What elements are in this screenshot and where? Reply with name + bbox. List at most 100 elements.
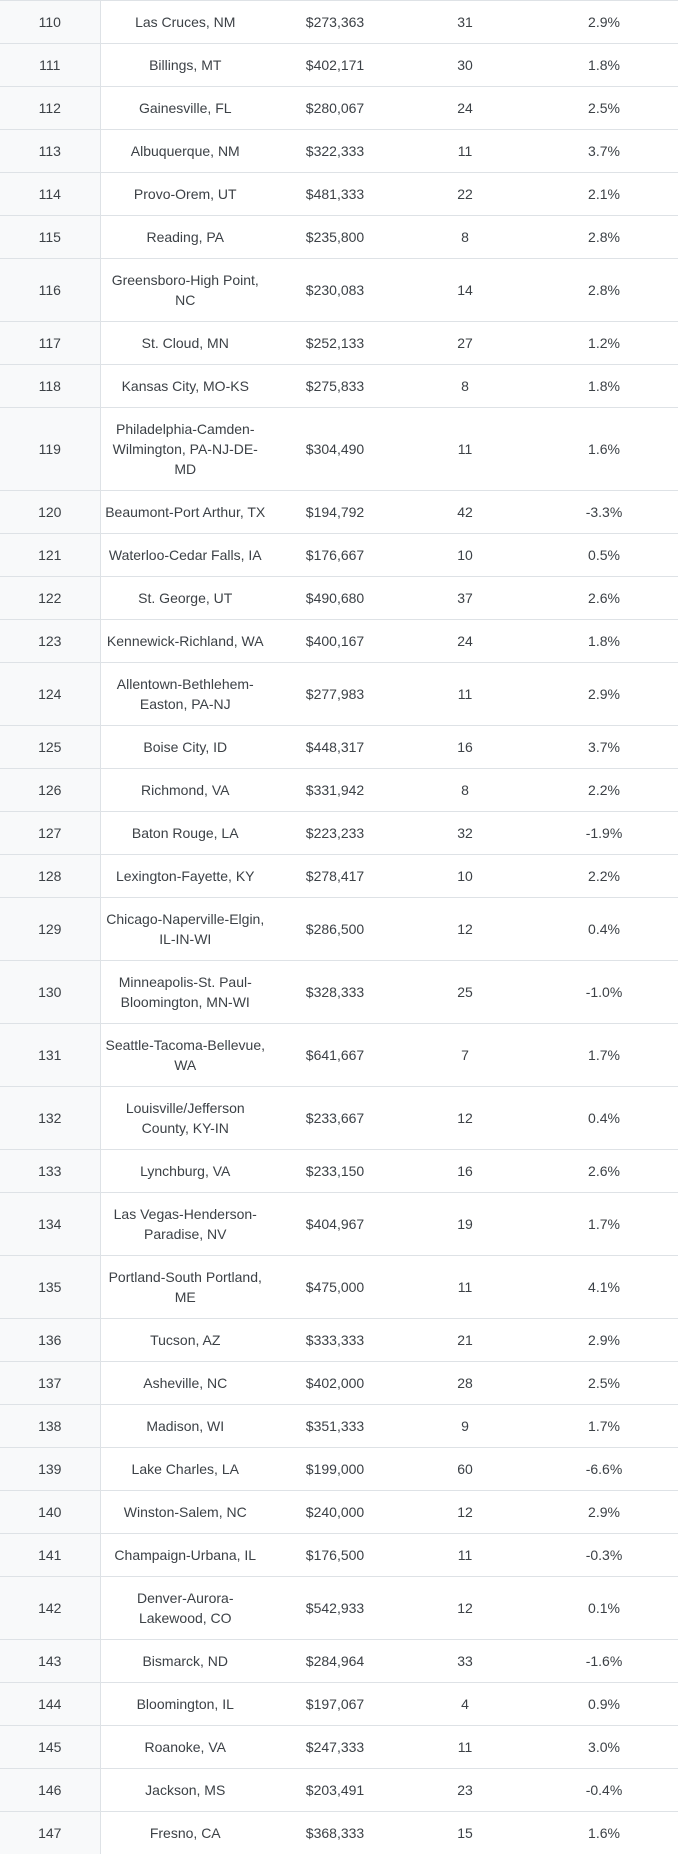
metro-name-cell: Reading, PA bbox=[100, 216, 270, 259]
median-price-cell: $404,967 bbox=[270, 1193, 400, 1256]
rank-cell: 134 bbox=[0, 1193, 100, 1256]
metro-name-cell: Champaign-Urbana, IL bbox=[100, 1534, 270, 1577]
metro-name-cell: Billings, MT bbox=[100, 44, 270, 87]
rank-cell: 132 bbox=[0, 1087, 100, 1150]
table-row: 147 Fresno, CA $368,333 15 1.6% bbox=[0, 1812, 678, 1854]
count-cell: 11 bbox=[400, 408, 530, 491]
median-price-cell: $278,417 bbox=[270, 855, 400, 898]
metro-name-cell: Waterloo-Cedar Falls, IA bbox=[100, 534, 270, 577]
rank-cell: 131 bbox=[0, 1024, 100, 1087]
count-cell: 60 bbox=[400, 1448, 530, 1491]
count-cell: 8 bbox=[400, 769, 530, 812]
table-row: 113 Albuquerque, NM $322,333 11 3.7% bbox=[0, 130, 678, 173]
median-price-cell: $176,500 bbox=[270, 1534, 400, 1577]
percent-change-cell: 0.1% bbox=[530, 1577, 678, 1640]
table-row: 146 Jackson, MS $203,491 23 -0.4% bbox=[0, 1769, 678, 1812]
count-cell: 42 bbox=[400, 491, 530, 534]
rank-cell: 137 bbox=[0, 1362, 100, 1405]
count-cell: 4 bbox=[400, 1683, 530, 1726]
count-cell: 8 bbox=[400, 216, 530, 259]
percent-change-cell: 0.9% bbox=[530, 1683, 678, 1726]
rank-cell: 146 bbox=[0, 1769, 100, 1812]
count-cell: 11 bbox=[400, 130, 530, 173]
table-row: 121 Waterloo-Cedar Falls, IA $176,667 10… bbox=[0, 534, 678, 577]
median-price-cell: $331,942 bbox=[270, 769, 400, 812]
rank-cell: 114 bbox=[0, 173, 100, 216]
table-row: 141 Champaign-Urbana, IL $176,500 11 -0.… bbox=[0, 1534, 678, 1577]
rank-cell: 113 bbox=[0, 130, 100, 173]
table-row: 119 Philadelphia-Camden-Wilmington, PA-N… bbox=[0, 408, 678, 491]
count-cell: 14 bbox=[400, 259, 530, 322]
table-row: 136 Tucson, AZ $333,333 21 2.9% bbox=[0, 1319, 678, 1362]
metro-name-cell: Seattle-Tacoma-Bellevue, WA bbox=[100, 1024, 270, 1087]
percent-change-cell: -3.3% bbox=[530, 491, 678, 534]
table-row: 125 Boise City, ID $448,317 16 3.7% bbox=[0, 726, 678, 769]
rank-cell: 147 bbox=[0, 1812, 100, 1854]
median-price-cell: $194,792 bbox=[270, 491, 400, 534]
median-price-cell: $252,133 bbox=[270, 322, 400, 365]
percent-change-cell: 0.4% bbox=[530, 898, 678, 961]
count-cell: 16 bbox=[400, 726, 530, 769]
median-price-cell: $475,000 bbox=[270, 1256, 400, 1319]
rank-cell: 128 bbox=[0, 855, 100, 898]
metro-name-cell: Philadelphia-Camden-Wilmington, PA-NJ-DE… bbox=[100, 408, 270, 491]
table-row: 135 Portland-South Portland, ME $475,000… bbox=[0, 1256, 678, 1319]
median-price-cell: $448,317 bbox=[270, 726, 400, 769]
table-row: 128 Lexington-Fayette, KY $278,417 10 2.… bbox=[0, 855, 678, 898]
count-cell: 8 bbox=[400, 365, 530, 408]
table-row: 112 Gainesville, FL $280,067 24 2.5% bbox=[0, 87, 678, 130]
count-cell: 23 bbox=[400, 1769, 530, 1812]
table-row: 132 Louisville/Jefferson County, KY-IN $… bbox=[0, 1087, 678, 1150]
percent-change-cell: -0.3% bbox=[530, 1534, 678, 1577]
median-price-cell: $280,067 bbox=[270, 87, 400, 130]
count-cell: 7 bbox=[400, 1024, 530, 1087]
metro-name-cell: Baton Rouge, LA bbox=[100, 812, 270, 855]
rank-cell: 121 bbox=[0, 534, 100, 577]
metro-name-cell: Kennewick-Richland, WA bbox=[100, 620, 270, 663]
count-cell: 12 bbox=[400, 1577, 530, 1640]
count-cell: 32 bbox=[400, 812, 530, 855]
count-cell: 11 bbox=[400, 1726, 530, 1769]
count-cell: 15 bbox=[400, 1812, 530, 1854]
count-cell: 10 bbox=[400, 534, 530, 577]
count-cell: 11 bbox=[400, 1256, 530, 1319]
rank-cell: 139 bbox=[0, 1448, 100, 1491]
metro-name-cell: Jackson, MS bbox=[100, 1769, 270, 1812]
metro-name-cell: St. Cloud, MN bbox=[100, 322, 270, 365]
table-row: 120 Beaumont-Port Arthur, TX $194,792 42… bbox=[0, 491, 678, 534]
rank-cell: 125 bbox=[0, 726, 100, 769]
metro-name-cell: Boise City, ID bbox=[100, 726, 270, 769]
count-cell: 33 bbox=[400, 1640, 530, 1683]
percent-change-cell: 1.8% bbox=[530, 620, 678, 663]
table-row: 115 Reading, PA $235,800 8 2.8% bbox=[0, 216, 678, 259]
metro-name-cell: Asheville, NC bbox=[100, 1362, 270, 1405]
metro-name-cell: Las Vegas-Henderson-Paradise, NV bbox=[100, 1193, 270, 1256]
rank-cell: 112 bbox=[0, 87, 100, 130]
median-price-cell: $284,964 bbox=[270, 1640, 400, 1683]
metro-name-cell: St. George, UT bbox=[100, 577, 270, 620]
median-price-cell: $481,333 bbox=[270, 173, 400, 216]
table-row: 142 Denver-Aurora-Lakewood, CO $542,933 … bbox=[0, 1577, 678, 1640]
median-price-cell: $402,000 bbox=[270, 1362, 400, 1405]
metro-name-cell: Madison, WI bbox=[100, 1405, 270, 1448]
metro-name-cell: Portland-South Portland, ME bbox=[100, 1256, 270, 1319]
rank-cell: 145 bbox=[0, 1726, 100, 1769]
median-price-cell: $275,833 bbox=[270, 365, 400, 408]
percent-change-cell: 2.6% bbox=[530, 1150, 678, 1193]
percent-change-cell: -6.6% bbox=[530, 1448, 678, 1491]
table-row: 127 Baton Rouge, LA $223,233 32 -1.9% bbox=[0, 812, 678, 855]
percent-change-cell: 2.8% bbox=[530, 216, 678, 259]
table-row: 130 Minneapolis-St. Paul-Bloomington, MN… bbox=[0, 961, 678, 1024]
median-price-cell: $402,171 bbox=[270, 44, 400, 87]
percent-change-cell: -1.0% bbox=[530, 961, 678, 1024]
rank-cell: 140 bbox=[0, 1491, 100, 1534]
median-price-cell: $286,500 bbox=[270, 898, 400, 961]
percent-change-cell: 2.5% bbox=[530, 1362, 678, 1405]
metro-name-cell: Bismarck, ND bbox=[100, 1640, 270, 1683]
percent-change-cell: 4.1% bbox=[530, 1256, 678, 1319]
table-row: 139 Lake Charles, LA $199,000 60 -6.6% bbox=[0, 1448, 678, 1491]
median-price-cell: $304,490 bbox=[270, 408, 400, 491]
percent-change-cell: 3.7% bbox=[530, 726, 678, 769]
median-price-cell: $240,000 bbox=[270, 1491, 400, 1534]
rank-cell: 117 bbox=[0, 322, 100, 365]
